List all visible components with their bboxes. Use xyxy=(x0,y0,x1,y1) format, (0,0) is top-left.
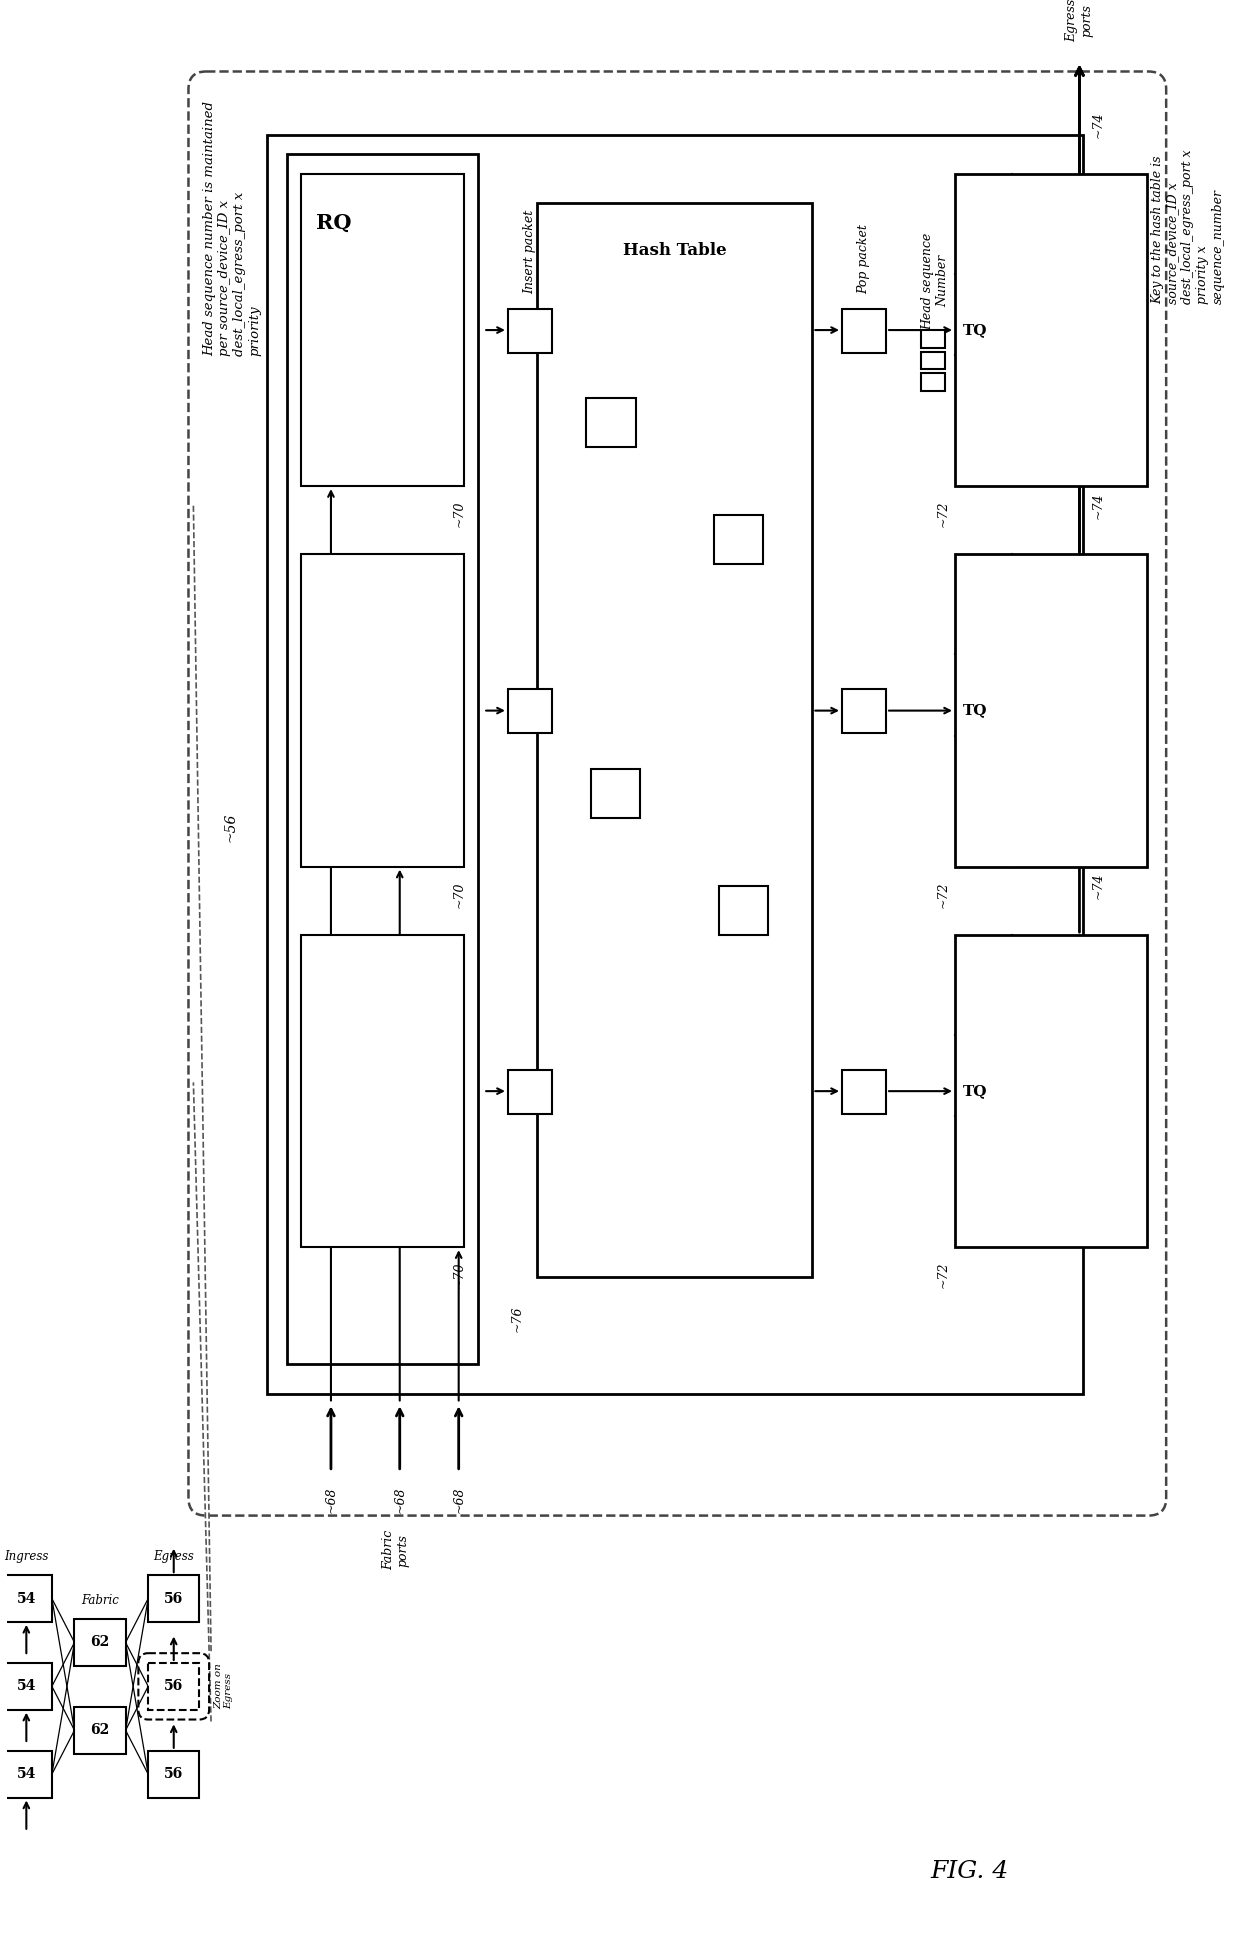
Text: ~68: ~68 xyxy=(453,1486,465,1513)
Text: Fabric: Fabric xyxy=(81,1594,119,1608)
Text: TQ: TQ xyxy=(962,703,987,719)
Text: 54: 54 xyxy=(16,1592,36,1606)
Text: ~68: ~68 xyxy=(393,1486,407,1513)
Bar xyxy=(508,689,552,732)
Text: 54: 54 xyxy=(16,1767,36,1781)
Bar xyxy=(1,1752,52,1798)
Bar xyxy=(149,1752,200,1798)
Text: ~72: ~72 xyxy=(936,501,950,528)
Text: Egress: Egress xyxy=(154,1550,195,1563)
Bar xyxy=(537,204,812,1276)
Bar xyxy=(149,1575,200,1622)
Bar xyxy=(842,689,887,732)
Text: Zoom on
Egress: Zoom on Egress xyxy=(215,1664,233,1709)
Text: RQ: RQ xyxy=(316,214,352,233)
Bar xyxy=(719,886,769,934)
Text: Key to the hash table is
source_device_ID x
dest_local_egress_port x
priority x
: Key to the hash table is source_device_I… xyxy=(1152,150,1224,305)
Text: ~56: ~56 xyxy=(223,812,238,843)
Bar xyxy=(267,134,1083,1394)
Text: Pop packet: Pop packet xyxy=(857,223,870,293)
Text: ~70: ~70 xyxy=(453,882,465,907)
Bar xyxy=(842,1070,887,1113)
Bar xyxy=(920,330,945,348)
Text: ~74: ~74 xyxy=(1091,493,1105,519)
Text: ~72: ~72 xyxy=(936,1262,950,1288)
Bar xyxy=(74,1707,125,1754)
Bar xyxy=(591,769,641,818)
Bar xyxy=(301,555,464,866)
Bar xyxy=(1,1662,52,1709)
Text: 62: 62 xyxy=(91,1723,109,1738)
Bar xyxy=(714,515,764,565)
Text: ~70: ~70 xyxy=(453,501,465,528)
Text: TQ: TQ xyxy=(962,1084,987,1097)
Text: ~68: ~68 xyxy=(325,1486,337,1513)
Text: ~70: ~70 xyxy=(453,1262,465,1288)
Bar xyxy=(587,398,636,447)
Bar xyxy=(74,1620,125,1666)
Text: ~76: ~76 xyxy=(511,1305,525,1332)
Bar xyxy=(286,155,479,1365)
Text: Ingress: Ingress xyxy=(4,1550,48,1563)
Text: 54: 54 xyxy=(16,1680,36,1693)
Text: Head sequence
Number: Head sequence Number xyxy=(921,233,950,330)
Text: Head sequence number is maintained
per source_device_ID x
dest_local_egress_port: Head sequence number is maintained per s… xyxy=(203,101,262,355)
Bar xyxy=(955,555,1147,866)
Text: 56: 56 xyxy=(164,1592,184,1606)
Text: 56: 56 xyxy=(164,1680,184,1693)
Text: Hash Table: Hash Table xyxy=(622,243,727,258)
Bar xyxy=(955,934,1147,1247)
Bar xyxy=(842,309,887,353)
Text: 56: 56 xyxy=(164,1767,184,1781)
Text: 62: 62 xyxy=(91,1635,109,1649)
Bar xyxy=(508,1070,552,1113)
Bar xyxy=(301,175,464,486)
Bar xyxy=(955,175,1147,486)
Bar xyxy=(920,352,945,369)
Text: Insert packet: Insert packet xyxy=(523,210,536,293)
Text: ~72: ~72 xyxy=(936,882,950,907)
Text: TQ: TQ xyxy=(962,322,987,338)
Text: Fabric
ports: Fabric ports xyxy=(382,1530,409,1571)
Bar xyxy=(920,373,945,390)
Bar xyxy=(508,309,552,353)
Text: ~74: ~74 xyxy=(1091,874,1105,899)
Text: Egress
ports: Egress ports xyxy=(1065,0,1094,43)
Text: FIG. 4: FIG. 4 xyxy=(930,1860,1009,1884)
Bar xyxy=(149,1662,200,1709)
Text: ~74: ~74 xyxy=(1091,113,1105,138)
Bar xyxy=(1,1575,52,1622)
Bar xyxy=(301,934,464,1247)
